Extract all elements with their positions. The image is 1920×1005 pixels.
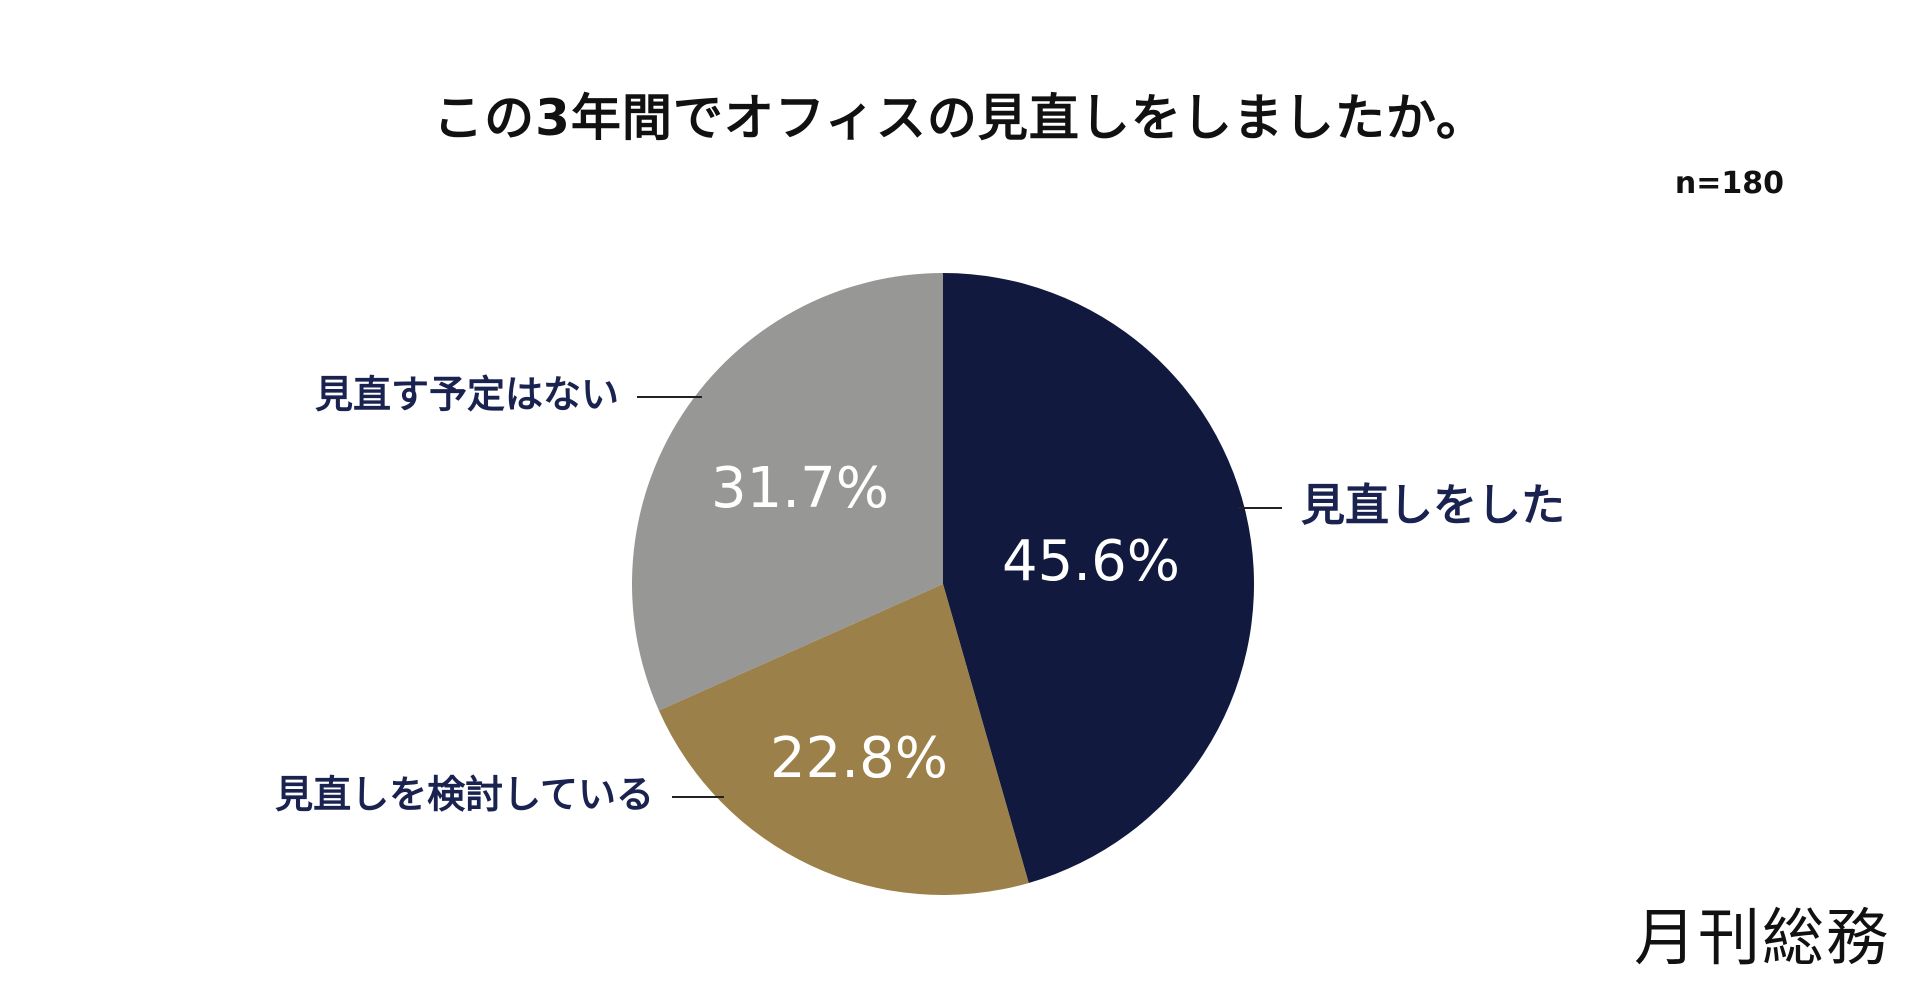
label-no-plan: 見直す予定はない [315,373,619,417]
leader-lines [637,396,1282,798]
pie-slices [632,273,1255,896]
value-no-plan: 31.7% [711,456,889,521]
value-considering: 22.8% [770,726,948,791]
slice-no-plan [632,273,943,711]
slice-did-review [943,273,1255,883]
publisher-logo: 月刊総務 [1633,901,1890,974]
label-did-review: 見直しをした [1301,480,1565,531]
value-did-review: 45.6% [1002,529,1180,594]
chart-title: この3年間でオフィスの見直しをしましたか。 [433,89,1487,147]
slice-considering [658,584,1029,896]
value-labels: 45.6% 22.8% 31.7% [711,456,1180,791]
sample-size-label: n=180 [1674,166,1784,201]
label-considering: 見直しを検討している [275,773,654,817]
